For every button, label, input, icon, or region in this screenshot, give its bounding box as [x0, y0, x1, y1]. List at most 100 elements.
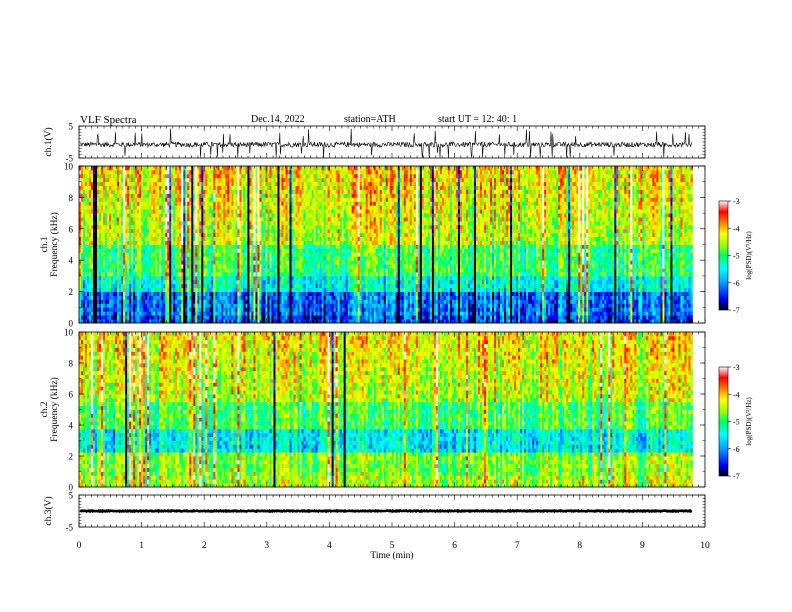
ch1-spectrogram-cell: [502, 315, 505, 320]
ch1-spectrogram-cell: [678, 319, 681, 324]
ch1-spectrogram-cell: [405, 295, 409, 300]
ch1-spectrogram-cell: [183, 319, 186, 324]
ch1-spectrogram-cell: [363, 311, 367, 316]
ch1-spectrogram-cell: [323, 319, 326, 324]
ch1-spectrogram-cell: [229, 307, 232, 312]
ch1-spectrogram-cell: [179, 295, 182, 300]
ch1-spectrogram-cell: [347, 299, 351, 304]
ch1-spectrogram-cell: [586, 307, 589, 312]
ch1-spectrogram-cell: [257, 295, 260, 300]
ch1-spectrogram-cell: [431, 303, 435, 308]
ch1-spectrogram-cell: [407, 295, 411, 300]
ch1-spectrogram-cell: [658, 303, 661, 308]
ch1-spectrogram-cell: [145, 311, 148, 316]
ch1-spectrogram-cell: [688, 315, 691, 320]
ch1-spectrogram-cell: [582, 319, 585, 324]
ch1-spectrogram-cell: [666, 311, 669, 316]
ch1-spectrogram-cell: [385, 295, 389, 300]
ch1-spectrogram-cell: [203, 307, 206, 312]
ch1-spectrogram-cell: [632, 311, 635, 316]
ch1-spectrogram-cell: [516, 299, 519, 304]
ch1-spectrogram-cell: [399, 299, 403, 304]
ch1-spectrogram-cell: [285, 311, 288, 316]
ch1-spectrogram-cell: [487, 311, 491, 316]
ch1-spectrogram-cell: [199, 319, 202, 324]
ch1-spectrogram-cell: [407, 299, 411, 304]
ch1-spectrogram-cell: [375, 319, 379, 324]
ch1-spectrogram-cell: [119, 295, 122, 300]
ch1-spectrogram-cell: [345, 299, 349, 304]
ch1-spectrogram-cell: [686, 299, 689, 304]
ch1-spectrogram-cell: [514, 307, 517, 312]
ch1-spectrogram-cell: [576, 315, 579, 320]
ch1-spectrogram-cell: [291, 303, 294, 308]
ch1-spectrogram-cell: [576, 307, 579, 312]
ch1-spectrogram-cell: [389, 303, 393, 308]
ch1-spectrogram-cell: [209, 299, 212, 304]
ch1-spectrogram-cell: [568, 307, 571, 312]
ch1-spectrogram-cell: [381, 319, 385, 324]
ch1-spectrogram-cell: [479, 299, 483, 304]
ch1-spectrogram-cell: [371, 303, 375, 308]
ch1-spectrogram-cell: [83, 303, 86, 308]
ch1-spectrogram-cell: [483, 315, 487, 320]
ch1-spectrogram-cell: [123, 295, 126, 300]
ch1-spectrogram-cell: [267, 307, 270, 312]
ch1-spectrogram-cell: [652, 311, 655, 316]
ch1-spectrogram-cell: [243, 303, 246, 308]
ch1-spectrogram-cell: [379, 303, 383, 308]
ch1-spectrogram-cell: [345, 303, 349, 308]
ch1-spectrogram-cell: [345, 315, 349, 320]
ch1-spectrogram-cell: [524, 299, 527, 304]
ch1-spectrogram-cell: [179, 315, 182, 320]
ch1-spectrogram-cell: [666, 299, 669, 304]
ch1-spectrogram-cell: [546, 303, 549, 308]
ch1-spectrogram-cell: [616, 311, 619, 316]
ch1-spectrogram-cell: [674, 299, 677, 304]
ch1-spectrogram-cell: [107, 307, 110, 312]
ch1-spectrogram-cell: [283, 303, 286, 308]
ch1-spectrogram-cell: [231, 311, 234, 316]
ch1-spectrogram-cell: [305, 295, 308, 300]
ch1-spectrogram-cell: [459, 307, 463, 312]
ch1-spectrogram-cell: [656, 319, 659, 324]
ch1-spectrogram-cell: [465, 307, 469, 312]
ch1-spectrogram-cell: [672, 315, 675, 320]
ch1-spectrogram-cell: [243, 319, 246, 324]
ch1-spectrogram-cell: [425, 307, 429, 312]
ch1-spectrogram-cell: [129, 307, 132, 312]
ch1-spectrogram-cell: [582, 311, 585, 316]
ch1-spectrogram-cell: [283, 319, 286, 324]
ch1-spectrogram-cell: [381, 299, 385, 304]
ch1-spectrogram-cell: [313, 307, 316, 312]
ch1-spectrogram-cell: [435, 311, 439, 316]
ch1-spectrogram-cell: [536, 307, 539, 312]
ch1-spectrogram-cell: [121, 315, 124, 320]
ch1-spectrogram-cell: [97, 315, 100, 320]
ch1-spectrogram-cell: [247, 299, 250, 304]
ch1-spectrogram-cell: [285, 295, 288, 300]
ch1-spectrogram-cell: [235, 315, 238, 320]
ch1-spectrogram-cell: [137, 311, 140, 316]
ch1-spectrogram-cell: [183, 311, 186, 316]
ch1-spectrogram-cell: [87, 307, 90, 312]
ch1-spectrogram-cell: [103, 303, 106, 308]
ch1-spectrogram-cell: [516, 295, 519, 300]
ch1-spectrogram-cell: [492, 295, 495, 300]
ch1-spectrogram-cell: [135, 299, 138, 304]
ch1-spectrogram-cell: [169, 299, 172, 304]
ch1-spectrogram-cell: [229, 303, 232, 308]
ch1-spectrogram-cell: [245, 299, 248, 304]
ch1-spectrogram-cell: [409, 307, 413, 312]
ch1-spectrogram-cell: [357, 303, 361, 308]
ch1-spectrogram-cell: [163, 319, 166, 324]
ch1-spectrogram-cell: [185, 295, 188, 300]
ch1-spectrogram-cell: [477, 303, 481, 308]
ch1-spectrogram-cell: [271, 319, 274, 324]
ch1-spectrogram-cell: [574, 311, 577, 316]
ch1-spectrogram-cell: [684, 307, 687, 312]
ch1-spectrogram-cell: [105, 303, 108, 308]
ch1-spectrogram-cell: [159, 299, 162, 304]
ch1-spectrogram-cell: [185, 311, 188, 316]
ch1-spectrogram-cell: [485, 295, 489, 300]
